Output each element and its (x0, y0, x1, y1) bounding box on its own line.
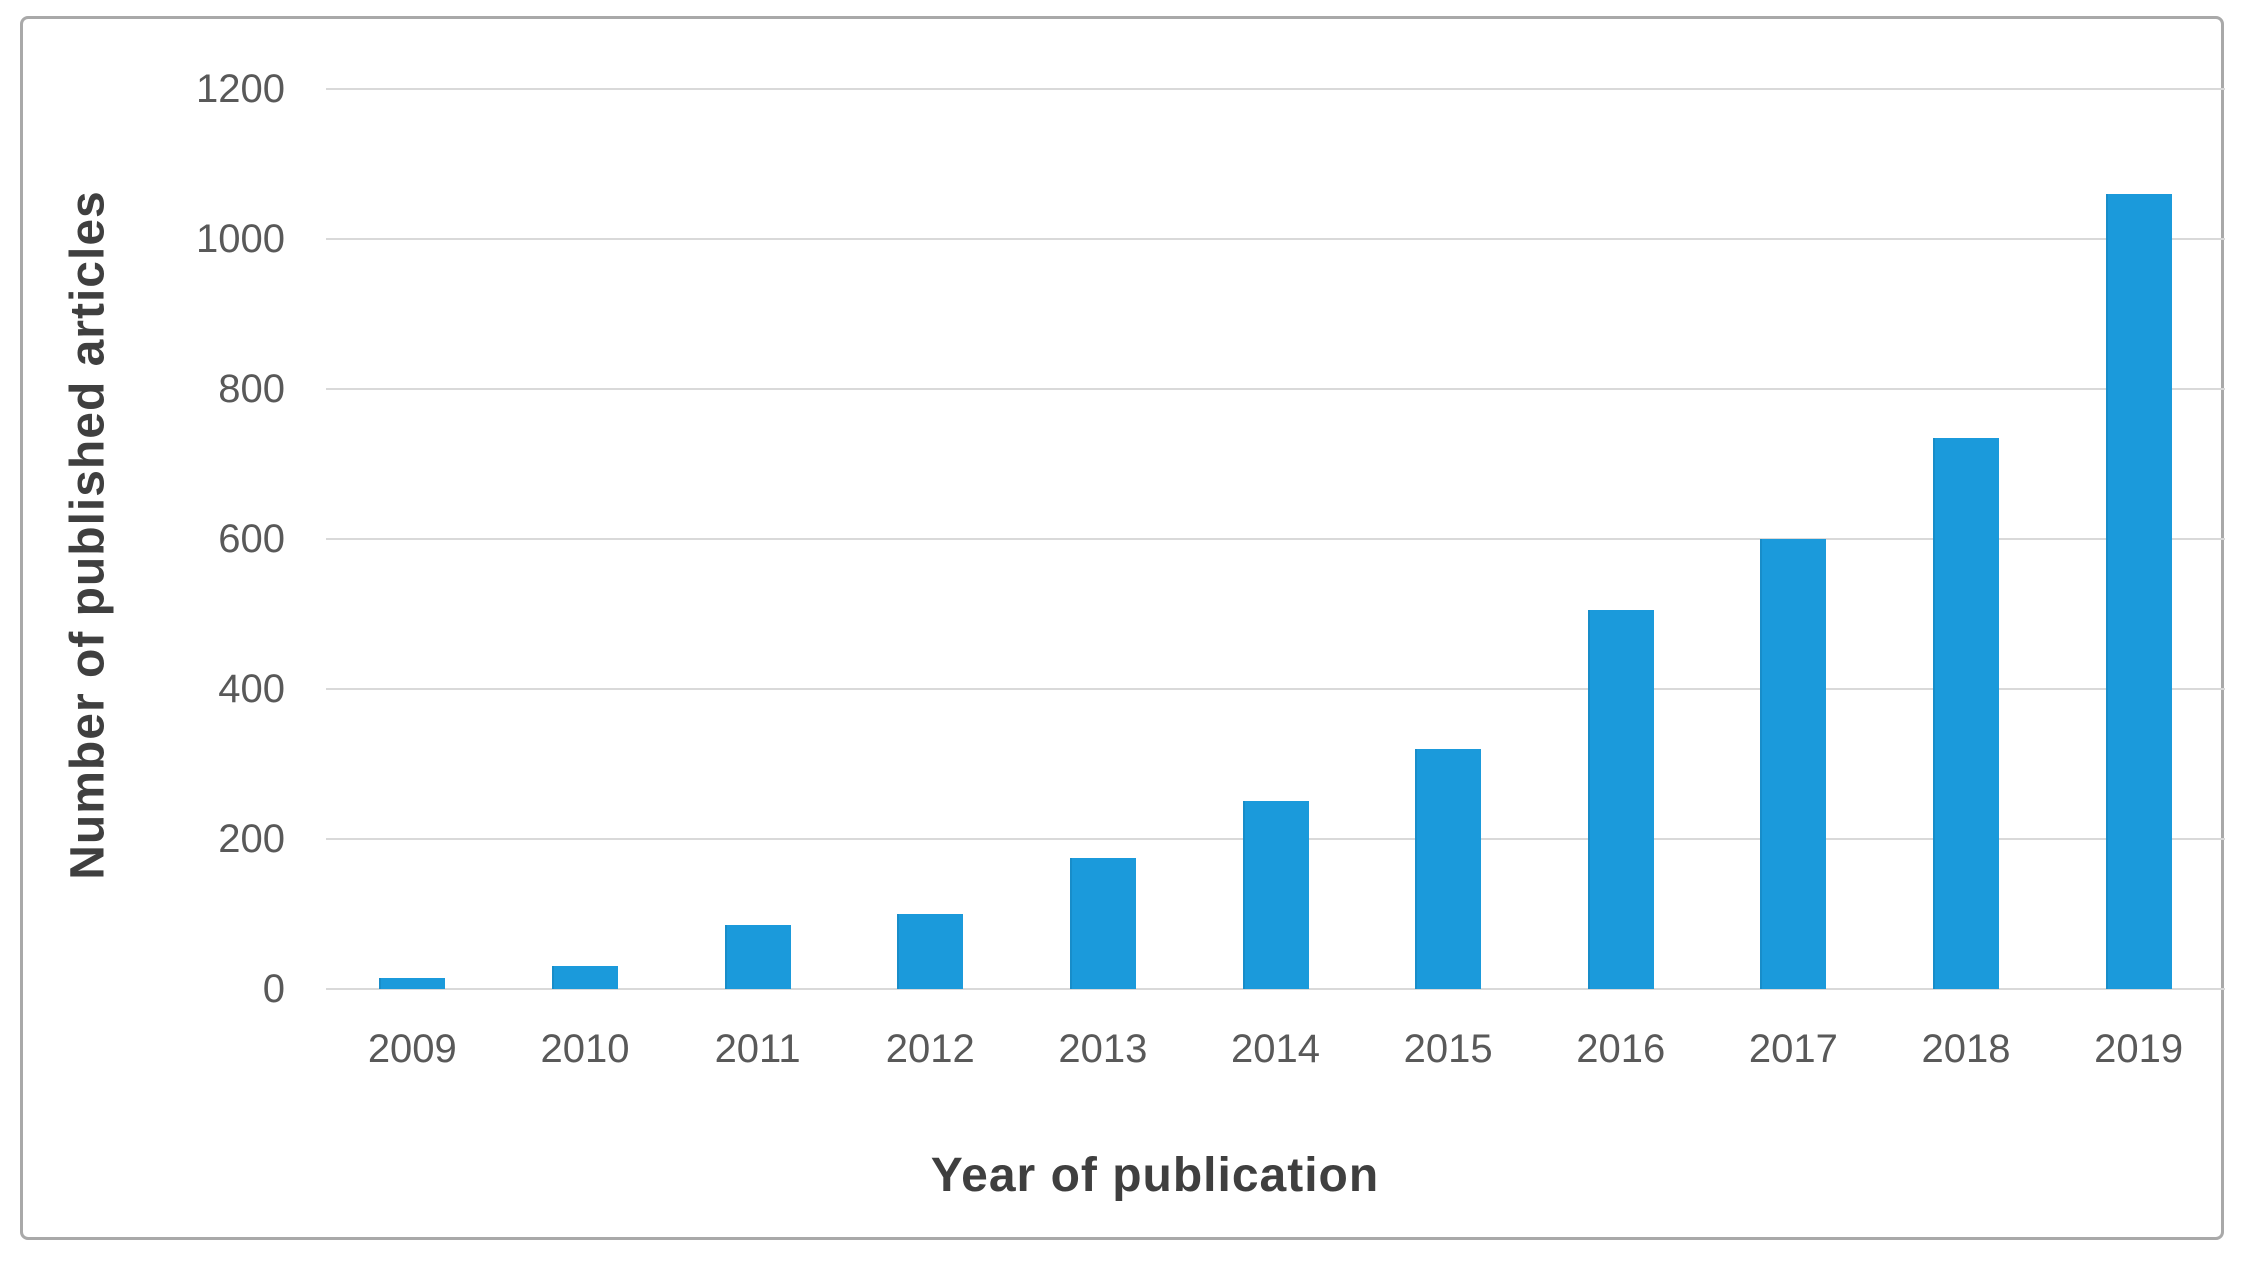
gridline-y-800 (326, 388, 2225, 390)
bar-2016 (1587, 610, 1654, 989)
x-axis-title: Year of publication (930, 1149, 1380, 1202)
gridline-y-1000 (326, 238, 2225, 240)
gridline-y-1200 (326, 88, 2225, 90)
x-tick-label-2009: 2009 (367, 1027, 457, 1071)
y-tick-label-600: 600 (218, 517, 285, 561)
x-tick-label-2013: 2013 (1058, 1027, 1148, 1071)
x-tick-label-2016: 2016 (1576, 1027, 1666, 1071)
y-tick-label-1000: 1000 (196, 217, 285, 261)
bar-2013 (1069, 858, 1136, 989)
x-tick-label-2015: 2015 (1403, 1027, 1493, 1071)
x-tick-label-2014: 2014 (1231, 1027, 1320, 1071)
x-tick-label-2010: 2010 (540, 1027, 630, 1071)
y-tick-label-400: 400 (218, 667, 285, 711)
bar-2011 (724, 925, 791, 989)
bar-2009 (379, 978, 446, 989)
x-tick-label-2019: 2019 (2094, 1027, 2184, 1071)
bar-2018 (1933, 438, 2000, 989)
gridline-y-600 (326, 538, 2225, 540)
bar-2010 (551, 966, 618, 989)
y-tick-label-200: 200 (218, 817, 285, 861)
figure-border (20, 16, 2224, 1240)
x-tick-label-2012: 2012 (885, 1027, 975, 1071)
x-tick-label-2018: 2018 (1921, 1027, 2011, 1071)
gridline-y-400 (326, 688, 2225, 690)
bar-2015 (1415, 749, 1482, 989)
y-tick-label-1200: 1200 (196, 67, 285, 111)
x-tick-label-2011: 2011 (714, 1027, 801, 1071)
bar-2014 (1242, 801, 1309, 989)
bar-2017 (1760, 539, 1827, 989)
y-tick-label-0: 0 (262, 967, 285, 1011)
y-axis-title: Number of published articles (61, 190, 115, 880)
bar-2019 (2105, 194, 2172, 989)
x-tick-label-2017: 2017 (1748, 1027, 1838, 1071)
plot-area (326, 88, 2225, 990)
gridline-y-0 (326, 988, 2225, 990)
bar-2012 (897, 914, 964, 989)
y-tick-label-800: 800 (218, 367, 285, 411)
